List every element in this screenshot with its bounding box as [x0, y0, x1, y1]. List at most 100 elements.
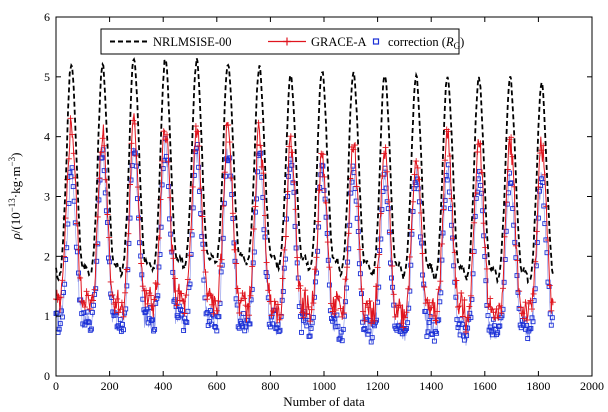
- grace-point: [410, 198, 416, 205]
- correction-point: [85, 319, 91, 325]
- grace-point: [294, 254, 301, 261]
- correction-point: [227, 155, 233, 161]
- grace-point: [538, 147, 545, 154]
- correction-point: [196, 164, 202, 170]
- grace-point: [422, 300, 429, 307]
- y-axis-unit-close: ): [8, 153, 23, 157]
- grace-point: [246, 312, 252, 319]
- grace-point: [435, 286, 442, 293]
- grace-point: [315, 218, 322, 225]
- grace-point: [170, 255, 177, 262]
- correction-point: [270, 321, 275, 327]
- correction-point: [233, 296, 239, 302]
- correction-point: [485, 313, 491, 319]
- grace-point: [260, 170, 267, 177]
- correction-point: [68, 174, 74, 180]
- correction-point: [548, 322, 554, 328]
- correction-point: [254, 196, 259, 202]
- correction-point: [336, 336, 342, 342]
- y-tick-label-4: 4: [44, 130, 50, 144]
- correction-point: [456, 322, 462, 328]
- correction-point: [361, 327, 367, 332]
- grace-point: [297, 282, 304, 289]
- grace-point: [130, 117, 137, 124]
- correction-point: [229, 192, 235, 197]
- correction-point: [240, 323, 245, 329]
- correction-point: [362, 326, 368, 331]
- grace-point: [109, 292, 116, 298]
- grace-point: [324, 239, 331, 246]
- grace-point: [344, 264, 350, 271]
- grace-point: [143, 287, 149, 294]
- correction-point: [304, 323, 310, 329]
- grace-point: [408, 226, 415, 233]
- correction-point: [81, 310, 87, 316]
- correction-point: [76, 270, 81, 276]
- y-axis-unit-mid: ·kg·m: [8, 166, 23, 198]
- grace-point: [382, 144, 389, 151]
- correction-point: [178, 312, 184, 318]
- grace-point: [328, 300, 334, 307]
- grace-point: [273, 305, 280, 312]
- correction-point: [159, 182, 165, 188]
- correction-point: [158, 224, 164, 230]
- correction-point: [482, 254, 488, 259]
- x-tick-label-8: 1600: [473, 379, 497, 393]
- grace-point: [548, 307, 555, 314]
- grace-point: [112, 299, 119, 306]
- legend-correction-close: ): [460, 35, 464, 49]
- correction-point: [176, 303, 182, 309]
- correction-point: [250, 260, 256, 266]
- grace-point: [115, 309, 122, 316]
- correction-point: [281, 265, 287, 271]
- grace-point: [311, 266, 318, 273]
- correction-point: [405, 320, 411, 326]
- grace-point: [442, 157, 449, 164]
- correction-point: [185, 308, 191, 314]
- grace-point: [250, 226, 257, 232]
- grace-point: [400, 324, 407, 331]
- legend: NRLMSISE-00 GRACE-A correction (RG): [100, 28, 464, 55]
- grace-point: [308, 306, 315, 313]
- correction-point: [132, 150, 138, 156]
- grace-point: [257, 142, 264, 149]
- grace-point: [427, 304, 434, 311]
- grace-point: [181, 310, 188, 317]
- y-tick-label-5: 5: [44, 70, 50, 84]
- grace-point: [432, 317, 439, 324]
- grace-point: [323, 199, 330, 206]
- grace-point: [487, 295, 494, 302]
- grace-point: [57, 294, 64, 301]
- correction-point: [291, 189, 297, 195]
- grace-point: [252, 203, 259, 210]
- grace-point: [176, 297, 183, 304]
- y-axis-exp1: −13: [7, 198, 17, 213]
- grace-point: [228, 175, 235, 182]
- correction-point: [167, 216, 173, 222]
- grace-point: [123, 266, 130, 273]
- grace-point: [363, 300, 370, 307]
- grace-point: [345, 230, 352, 237]
- correction-point: [533, 263, 539, 269]
- grace-point: [138, 260, 145, 267]
- correction-point: [252, 209, 258, 215]
- legend-label-correction: correction (RG): [388, 35, 464, 51]
- grace-point: [529, 306, 535, 313]
- grace-point: [397, 302, 404, 309]
- correction-point: [449, 222, 455, 228]
- correction-point: [308, 325, 314, 331]
- grace-point: [389, 263, 396, 269]
- correction-point: [534, 240, 540, 245]
- correction-point: [307, 333, 313, 339]
- correction-point: [461, 337, 467, 343]
- grace-point: [289, 149, 296, 156]
- correction-point: [499, 313, 505, 319]
- grace-point: [65, 155, 72, 162]
- y-tick-label-6: 6: [44, 10, 50, 24]
- correction-point: [340, 326, 346, 332]
- grace-point: [128, 140, 135, 147]
- legend-marker-grace: [283, 37, 291, 46]
- correction-point: [214, 328, 220, 334]
- correction-point: [431, 338, 437, 344]
- grace-point: [336, 294, 342, 301]
